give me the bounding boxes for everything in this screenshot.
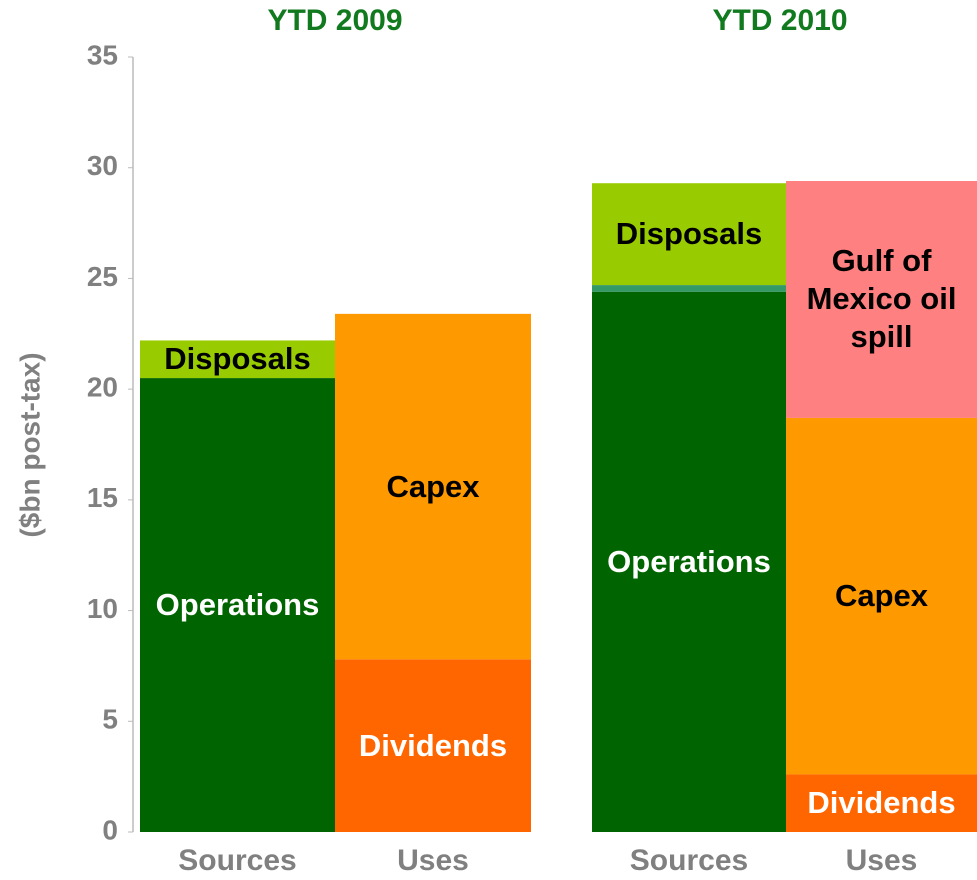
segment-label: Gulf of Mexico oil spill [806,243,957,355]
x-tick-label: Uses [397,844,469,877]
x-tick-label: Uses [846,844,918,877]
bar-segment [592,183,786,286]
bar-segment [592,285,786,292]
bar-segment [335,313,531,660]
segment-label: Dividends [358,727,508,763]
segment-label: Disposals [615,216,763,252]
bar-segment [140,378,335,832]
x-tick-label: Sources [178,844,296,877]
segment-label: Dividends [807,785,956,821]
y-axis-label: ($bn post-tax) [14,352,45,537]
segment-label: Capex [386,468,480,504]
y-tick-label: 35 [87,39,118,70]
y-tick-label: 20 [87,372,118,403]
bar-segment [140,340,335,379]
y-tick-label: 5 [102,704,118,735]
bar-segment [786,774,977,832]
group-title: YTD 2009 [267,4,402,37]
group-title: YTD 2010 [712,4,847,37]
y-tick-label: 0 [102,814,118,845]
bar-segment [335,659,531,832]
bar-segment [592,291,786,832]
segment-label: Operations [155,587,320,623]
x-tick-label: Sources [630,844,748,877]
segment-label: Disposals [164,341,311,377]
bar-segment [786,181,977,418]
segment-label: Capex [834,578,929,614]
segment-label: Operations [607,543,771,579]
y-tick-label: 10 [87,593,118,624]
y-tick-label: 15 [87,482,118,513]
y-tick-label: 30 [87,150,118,181]
y-tick-label: 25 [87,261,118,292]
bar-segment [786,417,977,775]
